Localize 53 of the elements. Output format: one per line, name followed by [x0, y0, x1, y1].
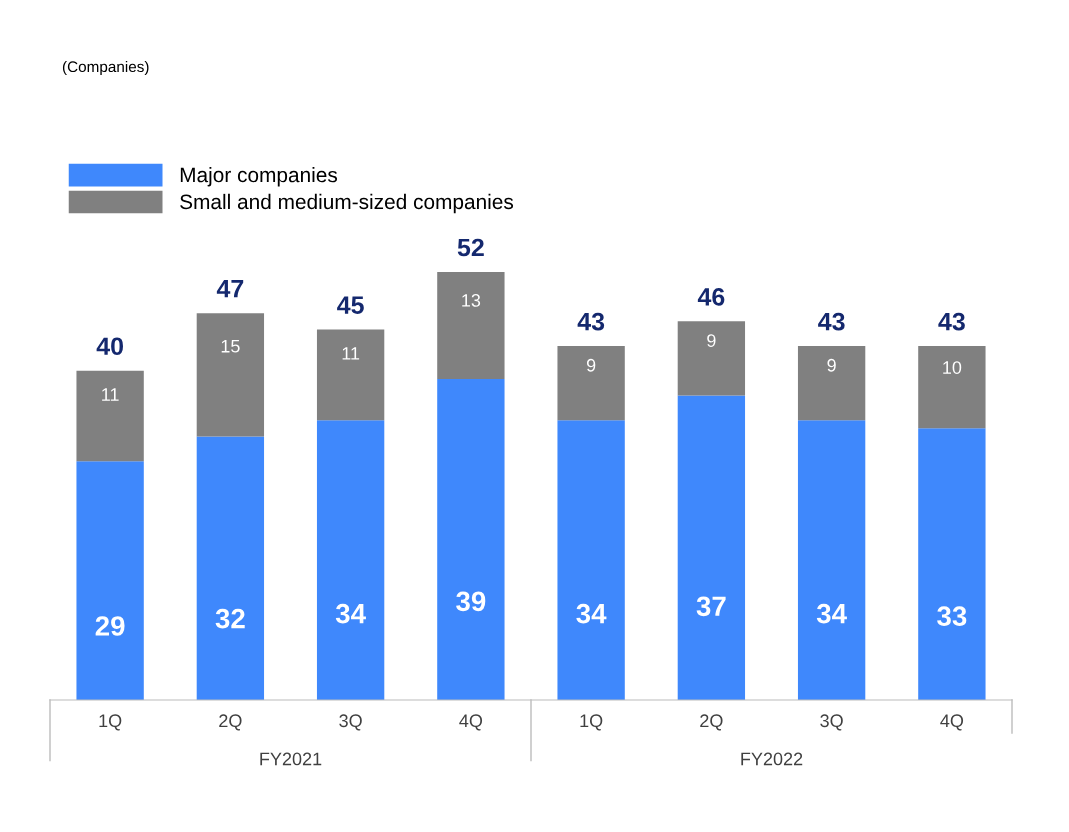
- bar: [557, 420, 625, 700]
- bar: [76, 461, 144, 700]
- x-tick-label: 1Q: [580, 714, 603, 731]
- x-tick-label: 4Q: [459, 714, 483, 731]
- bar: [316, 329, 385, 421]
- total-label: 46: [697, 288, 725, 306]
- data-label: 10: [943, 361, 962, 374]
- total-label: 43: [818, 312, 845, 331]
- bar: [797, 346, 866, 421]
- text: FY2022: [741, 752, 803, 766]
- data-label: 32: [215, 608, 245, 629]
- total-label: 43: [938, 312, 965, 331]
- legend-label: Small and medium-sized companies: [180, 193, 514, 214]
- legend-label: Major companies: [180, 166, 338, 187]
- data-label: 11: [102, 388, 119, 401]
- data-label: 9: [586, 358, 596, 372]
- x-tick-label: 2Q: [700, 714, 723, 731]
- data-label: 15: [221, 339, 240, 353]
- data-label: 9: [827, 358, 836, 372]
- data-label: 33: [937, 606, 967, 627]
- bar: [918, 428, 986, 700]
- x-tick-label: 4Q: [940, 714, 964, 731]
- total-label: 43: [577, 312, 605, 331]
- total-label: 52: [457, 238, 484, 257]
- data-label: 34: [816, 603, 847, 624]
- data-label: 29: [95, 616, 125, 636]
- total-label: 40: [96, 337, 124, 356]
- bar: [677, 395, 746, 700]
- x-tick-label: 3Q: [820, 714, 843, 731]
- bar: [76, 370, 144, 462]
- bar: [918, 346, 986, 429]
- bar: [557, 346, 625, 421]
- text: (Companies): [62, 60, 149, 76]
- data-label: 11: [342, 347, 360, 360]
- data-label: 13: [462, 294, 481, 307]
- bar: [677, 321, 746, 396]
- bar: [437, 271, 505, 379]
- data-label: 39: [456, 591, 486, 612]
- data-label: 37: [696, 596, 726, 617]
- total-label: 47: [216, 280, 244, 298]
- x-tick-label: 2Q: [219, 714, 242, 731]
- bar: [196, 313, 265, 437]
- text: FY2021: [260, 752, 322, 766]
- total-label: 45: [337, 296, 364, 314]
- bar: [316, 420, 385, 700]
- data-label: 34: [335, 603, 366, 624]
- x-tick-label: 1Q: [99, 714, 122, 731]
- bar: [437, 378, 505, 700]
- data-label: 34: [576, 603, 607, 624]
- bar: [797, 420, 866, 700]
- bar: [196, 436, 265, 700]
- x-tick-label: 3Q: [339, 714, 362, 731]
- data-label: 9: [707, 334, 716, 347]
